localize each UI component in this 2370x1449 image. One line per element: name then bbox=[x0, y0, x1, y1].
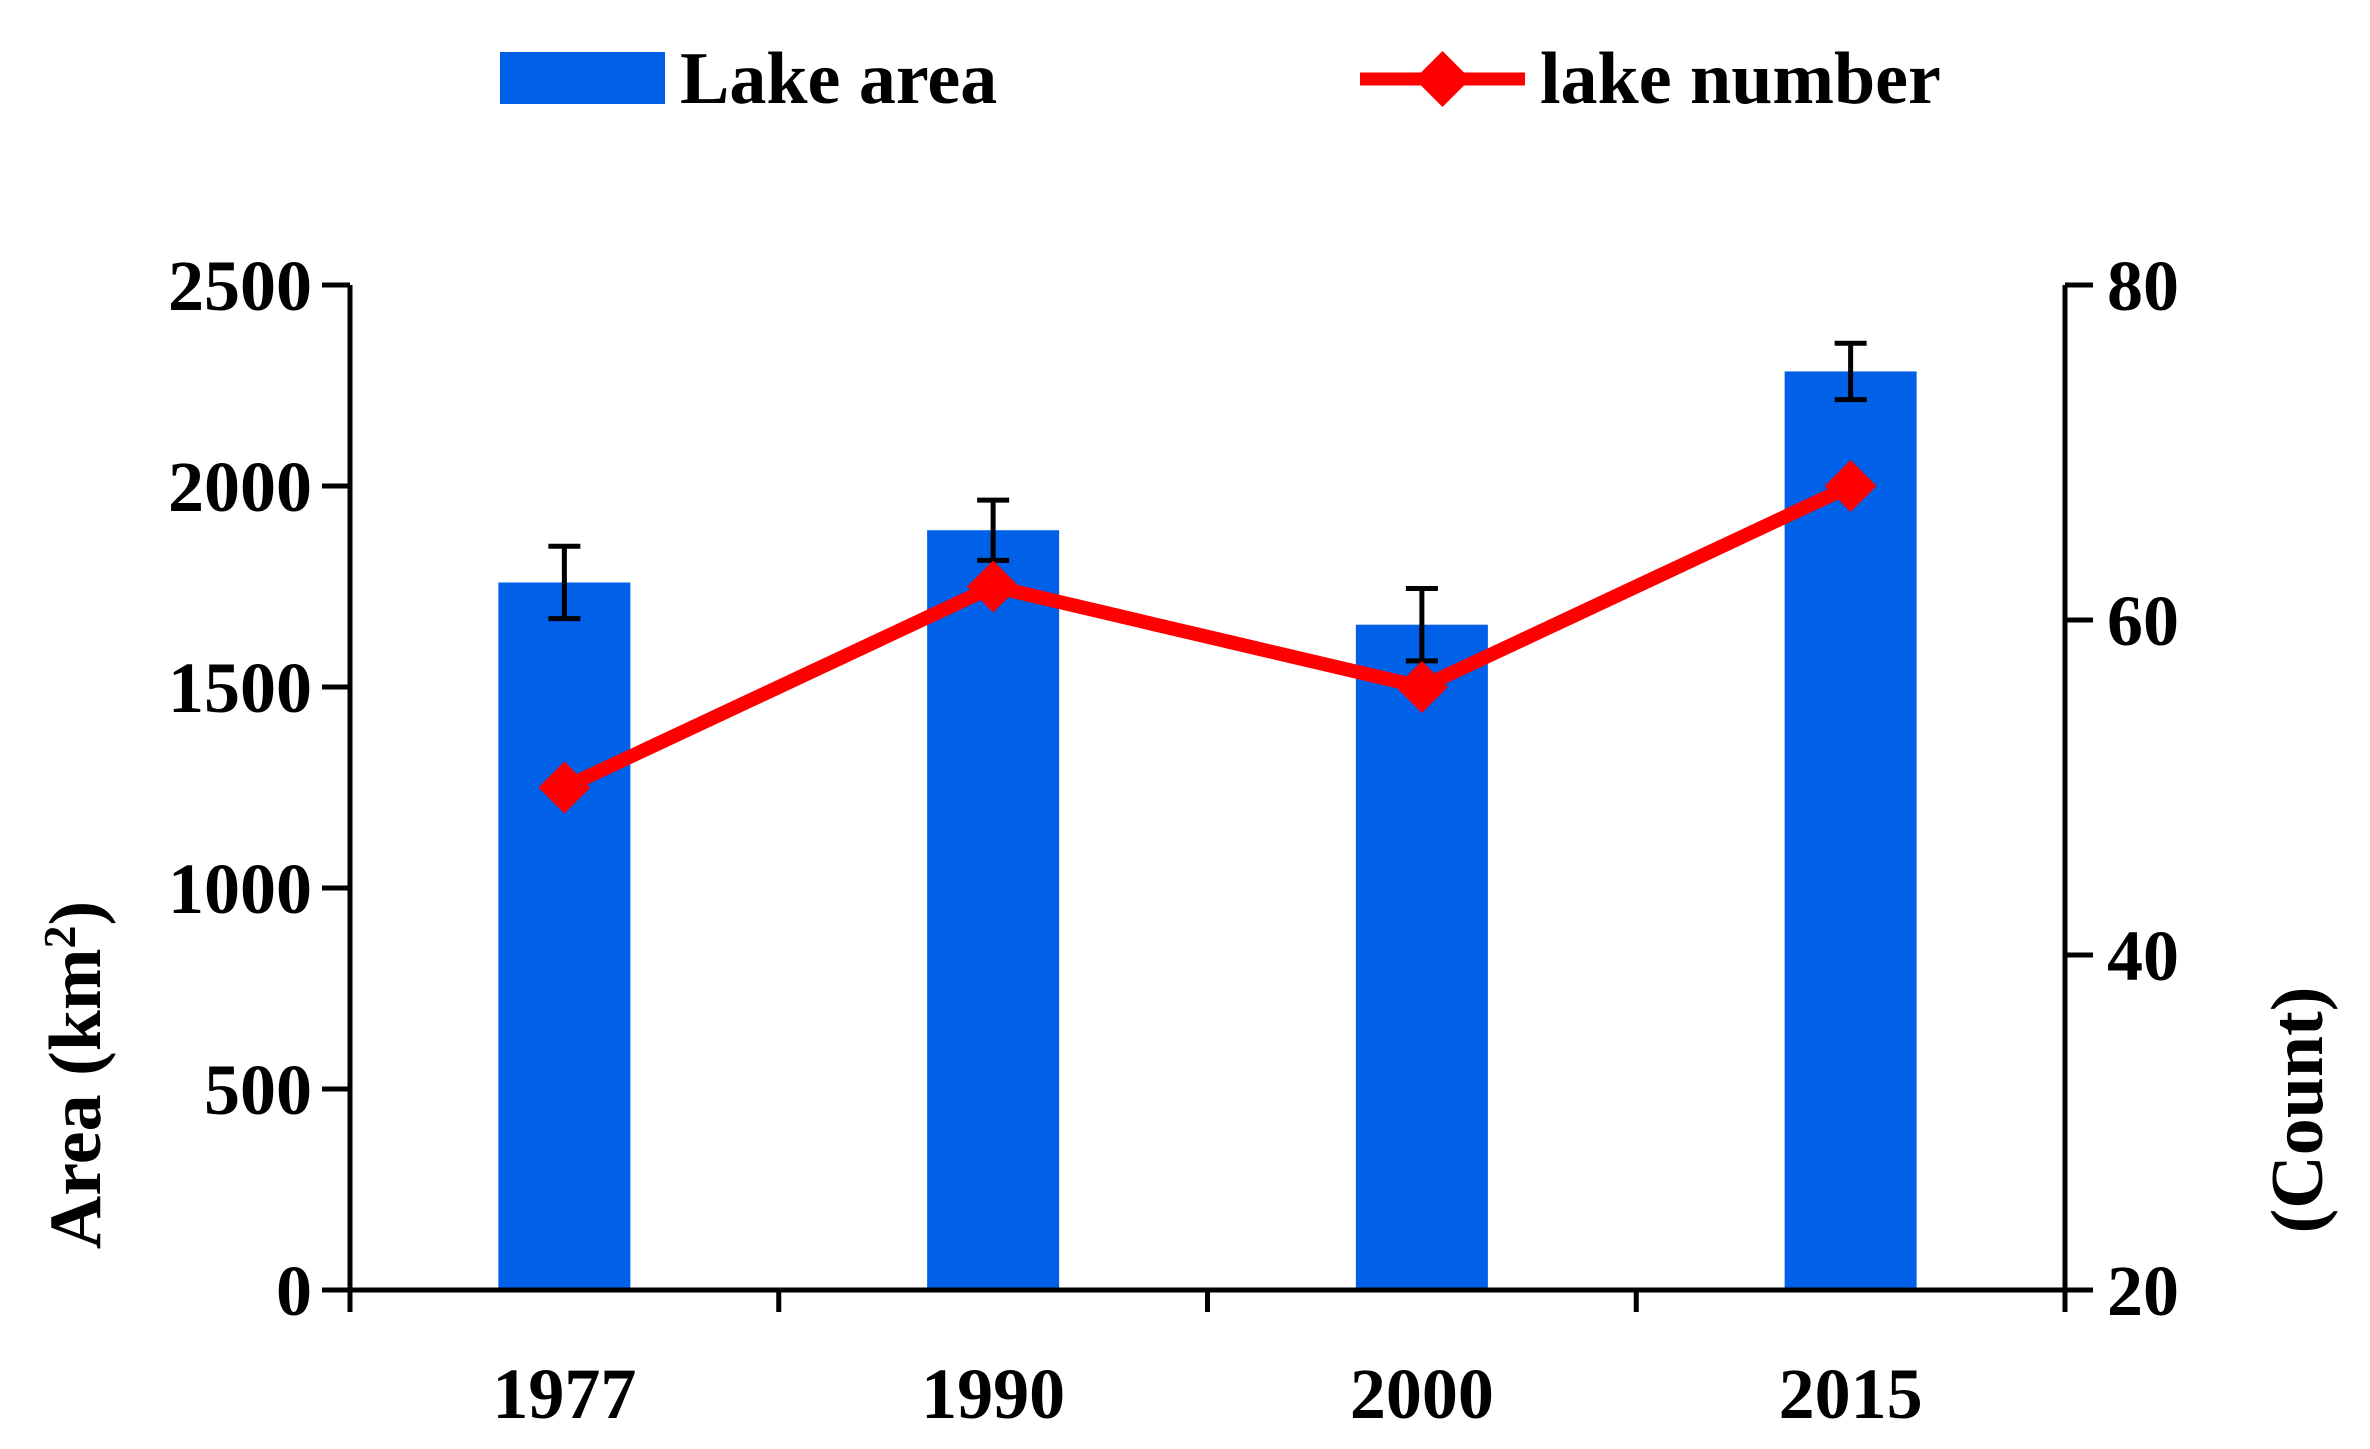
y-tick-label-2500: 2500 bbox=[168, 246, 312, 326]
point-1990 bbox=[967, 560, 1020, 613]
y-tick-label-1500: 1500 bbox=[168, 648, 312, 728]
bar-2000 bbox=[1355, 624, 1488, 1290]
y-tick-label-0: 0 bbox=[276, 1251, 312, 1331]
y-axis-title-base: Area (km bbox=[35, 948, 117, 1249]
x-tick-label-2015: 2015 bbox=[1779, 1354, 1923, 1434]
y-tick-label-500: 500 bbox=[204, 1050, 312, 1130]
legend: Lake area lake number bbox=[500, 38, 1941, 120]
y-axis-title: Area (km2) bbox=[34, 901, 118, 1249]
series-line-lake-number bbox=[561, 479, 1854, 794]
line-lake-number-layer bbox=[561, 479, 1854, 794]
legend-label-lake-area: Lake area bbox=[680, 38, 997, 120]
y-axis-title-superscript: 2 bbox=[34, 925, 85, 948]
point-2000 bbox=[1395, 661, 1448, 713]
y-tick-label-1000: 1000 bbox=[168, 849, 312, 929]
y2-tick-label-20: 20 bbox=[2107, 1251, 2179, 1331]
bar-1977 bbox=[498, 582, 631, 1290]
y-axis-title-end: ) bbox=[35, 901, 117, 926]
y2-tick-label-40: 40 bbox=[2107, 916, 2179, 996]
legend-swatch-lake-area bbox=[500, 52, 665, 104]
y2-tick-label-60: 60 bbox=[2107, 581, 2179, 661]
x-tick-label-1977: 1977 bbox=[492, 1354, 636, 1434]
error-bars bbox=[548, 340, 1867, 664]
error-bar-2015 bbox=[1834, 340, 1867, 403]
x-tick-label-2000: 2000 bbox=[1350, 1354, 1494, 1434]
error-bar-1977 bbox=[548, 543, 581, 622]
bar-1990 bbox=[927, 530, 1060, 1290]
y2-tick-label-80: 80 bbox=[2107, 246, 2179, 326]
point-2015 bbox=[1824, 460, 1877, 512]
ticks: 0 500 1000 1500 2000 2500 20 40 60 80 1977 1990 2000… bbox=[168, 246, 2179, 1434]
error-bar-1990 bbox=[977, 497, 1010, 563]
y2-axis-title: (Count) bbox=[2257, 987, 2339, 1234]
bar-2015 bbox=[1784, 371, 1917, 1290]
y-tick-label-2000: 2000 bbox=[168, 447, 312, 527]
legend-marker-lake-number bbox=[1414, 51, 1471, 107]
point-1977 bbox=[538, 761, 591, 814]
markers-lake-number bbox=[538, 460, 1877, 814]
error-bar-2000 bbox=[1405, 586, 1438, 664]
legend-label-lake-number: lake number bbox=[1540, 38, 1941, 120]
x-tick-label-1990: 1990 bbox=[921, 1354, 1065, 1434]
bars-lake-area bbox=[498, 371, 1917, 1290]
